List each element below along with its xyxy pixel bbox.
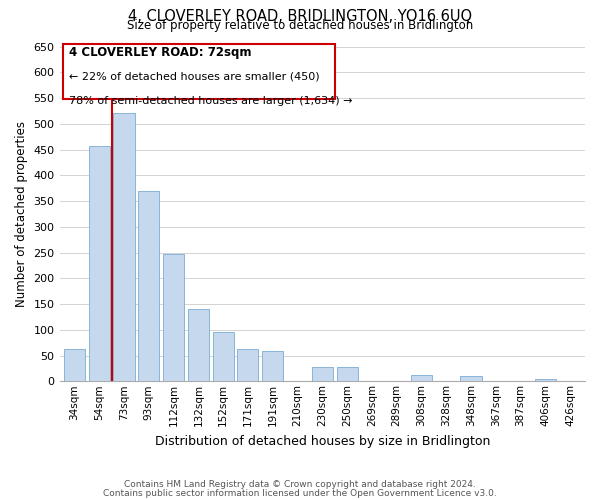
- Bar: [163, 254, 184, 382]
- X-axis label: Distribution of detached houses by size in Bridlington: Distribution of detached houses by size …: [155, 434, 490, 448]
- Y-axis label: Number of detached properties: Number of detached properties: [15, 121, 28, 307]
- Text: Contains HM Land Registry data © Crown copyright and database right 2024.: Contains HM Land Registry data © Crown c…: [124, 480, 476, 489]
- Text: 4 CLOVERLEY ROAD: 72sqm: 4 CLOVERLEY ROAD: 72sqm: [68, 46, 251, 60]
- Bar: [337, 367, 358, 382]
- Bar: [535, 378, 556, 382]
- Bar: [312, 367, 333, 382]
- Text: Contains public sector information licensed under the Open Government Licence v3: Contains public sector information licen…: [103, 489, 497, 498]
- Bar: [188, 309, 209, 382]
- Text: 78% of semi-detached houses are larger (1,634) →: 78% of semi-detached houses are larger (…: [68, 96, 352, 106]
- Bar: [411, 375, 432, 382]
- Bar: [89, 146, 110, 382]
- Bar: [460, 376, 482, 382]
- Text: Size of property relative to detached houses in Bridlington: Size of property relative to detached ho…: [127, 19, 473, 32]
- Bar: [262, 352, 283, 382]
- FancyBboxPatch shape: [63, 44, 335, 99]
- Bar: [238, 350, 259, 382]
- Text: 4, CLOVERLEY ROAD, BRIDLINGTON, YO16 6UQ: 4, CLOVERLEY ROAD, BRIDLINGTON, YO16 6UQ: [128, 9, 472, 24]
- Bar: [138, 190, 160, 382]
- Bar: [113, 114, 134, 382]
- Bar: [64, 350, 85, 382]
- Text: ← 22% of detached houses are smaller (450): ← 22% of detached houses are smaller (45…: [68, 72, 319, 82]
- Bar: [212, 332, 233, 382]
